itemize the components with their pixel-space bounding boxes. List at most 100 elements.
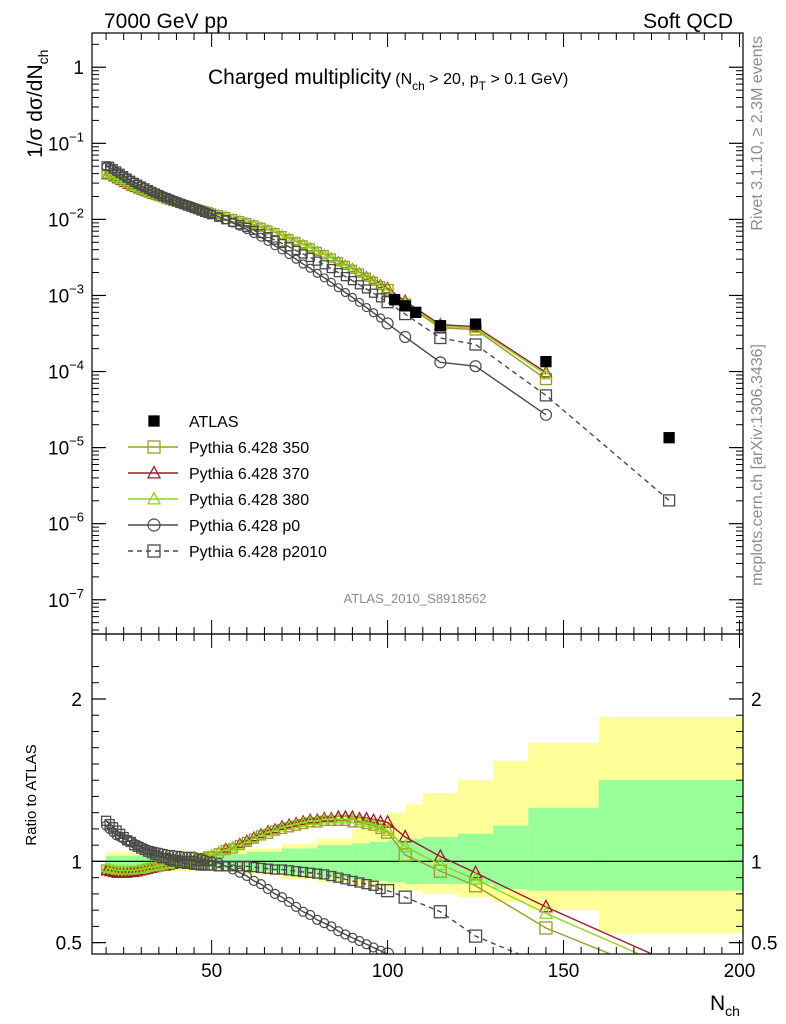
ratio-series-marker xyxy=(234,837,246,848)
main-series-marker xyxy=(434,331,447,345)
ratio-series-marker xyxy=(150,849,161,861)
main-series-marker xyxy=(326,277,336,287)
ratio-series-marker xyxy=(283,865,295,876)
ratio-series-marker xyxy=(290,866,302,877)
ratio-series-marker xyxy=(325,811,337,822)
ratio-series-marker xyxy=(227,861,238,872)
ratio-series-marker xyxy=(333,872,344,883)
ratio-series-marker xyxy=(100,815,112,826)
ratio-series-marker xyxy=(340,874,351,885)
ratio-series-marker xyxy=(297,814,309,826)
title-cut-a-sub: ch xyxy=(412,79,425,93)
analysis-label: ATLAS_2010_S8918562 xyxy=(344,591,487,606)
ratio-series-marker xyxy=(663,993,675,1005)
main-series-marker xyxy=(270,235,280,245)
ratio-series-marker xyxy=(255,879,267,890)
ratio-series-marker xyxy=(433,905,448,919)
ratio-series-marker xyxy=(305,867,316,878)
data-point xyxy=(434,320,447,332)
ratio-series-marker xyxy=(149,860,161,872)
ratio-series-marker xyxy=(111,825,122,836)
x-tick-label: 150 xyxy=(548,961,580,982)
header-left: 7000 GeV pp xyxy=(104,10,228,33)
legend-label: Pythia 6.428 370 xyxy=(189,466,309,483)
ratio-series-marker xyxy=(139,844,150,856)
main-series-marker xyxy=(354,297,365,308)
ratio-series-marker xyxy=(283,819,295,830)
ratio-series-marker xyxy=(398,829,413,843)
ratio-series-marker xyxy=(143,846,154,857)
ratio-panel: 50 100 150 200 0.5 0.5 1 1 2 2 Ratio to ATLAS Nch xyxy=(23,633,777,1019)
ratio-series-marker xyxy=(312,868,323,879)
ratio-series-marker xyxy=(160,853,172,864)
ratio-series-marker xyxy=(305,909,316,921)
main-series-marker xyxy=(283,232,295,243)
ratio-series-marker xyxy=(374,821,387,832)
main-series-marker xyxy=(270,241,280,251)
header-right: Soft QCD xyxy=(643,10,733,33)
ratio-y-tick-label-right: 2 xyxy=(751,690,762,711)
legend-entry: Pythia 6.428 370 xyxy=(128,465,309,483)
main-series-marker xyxy=(276,229,288,240)
ratio-series-marker xyxy=(326,921,337,932)
main-series-4 xyxy=(101,161,676,507)
ratio-y-tick-label: 1 xyxy=(71,852,82,873)
ratio-series-marker xyxy=(276,821,288,832)
main-series-marker xyxy=(312,268,322,278)
main-series-marker xyxy=(256,228,266,239)
ratio-series-marker xyxy=(276,864,288,875)
ratio-series-marker xyxy=(220,861,231,872)
data-point xyxy=(399,300,411,312)
ratio-series-marker xyxy=(374,814,387,826)
main-series-marker xyxy=(347,292,357,302)
ratio-series-marker xyxy=(255,829,267,840)
ratio-series-marker xyxy=(290,816,302,827)
rivet-version-label: Rivet 3.1.10, ≥ 2.3M events xyxy=(749,36,766,231)
legend-marker xyxy=(147,544,161,558)
ratio-series-marker xyxy=(368,880,379,891)
ratio-series-marker xyxy=(255,862,267,874)
ratio-series-marker xyxy=(139,862,151,874)
inner-band xyxy=(528,807,599,891)
main-series-marker xyxy=(248,219,259,229)
main-series-marker xyxy=(347,263,358,273)
ratio-series-marker xyxy=(213,845,225,856)
y-tick-label: 10−2 xyxy=(48,205,84,231)
ratio-series-marker xyxy=(375,883,386,895)
ratio-series-marker xyxy=(283,817,295,829)
y-tick-label: 10−3 xyxy=(48,281,84,307)
ratio-series-marker xyxy=(276,819,288,830)
svg-text:Charged multiplicity(Nch > 20,: Charged multiplicity (Nch > 20, pT > 0.1 … xyxy=(208,66,568,93)
ratio-series-marker xyxy=(468,871,483,885)
ratio-series-marker xyxy=(255,827,267,839)
ratio-series-marker xyxy=(319,869,330,880)
ratio-series-marker xyxy=(241,835,253,847)
ratio-series-marker xyxy=(398,838,413,853)
main-series-marker xyxy=(434,356,447,369)
ratio-series-marker xyxy=(311,812,323,824)
main-series-marker xyxy=(375,279,386,290)
ratio-series-marker xyxy=(360,816,373,827)
ratio-y-tick-label-right: 1 xyxy=(751,852,762,873)
ratio-series-marker xyxy=(241,870,252,882)
ratio-series-marker xyxy=(227,840,239,852)
ratio-series-marker xyxy=(304,812,316,824)
main-series-marker xyxy=(277,245,287,255)
main-series-marker xyxy=(469,338,482,351)
ratio-series-marker xyxy=(538,899,554,913)
data-point xyxy=(469,318,482,330)
main-series-marker xyxy=(291,235,302,246)
legend-label: Pythia 6.428 350 xyxy=(189,440,309,457)
ratio-series-marker xyxy=(146,848,157,859)
y-tick-label: 10−7 xyxy=(48,586,84,612)
main-series-marker xyxy=(206,210,217,220)
ratio-series-marker xyxy=(380,822,395,837)
ratio-series-marker xyxy=(107,822,119,833)
title-cut-b-sub: T xyxy=(479,79,487,93)
data-point xyxy=(540,355,552,368)
ratio-series-marker xyxy=(325,812,337,824)
ratio-series-marker xyxy=(142,861,154,873)
legend-marker xyxy=(147,440,161,454)
ratio-series-marker xyxy=(318,812,330,824)
